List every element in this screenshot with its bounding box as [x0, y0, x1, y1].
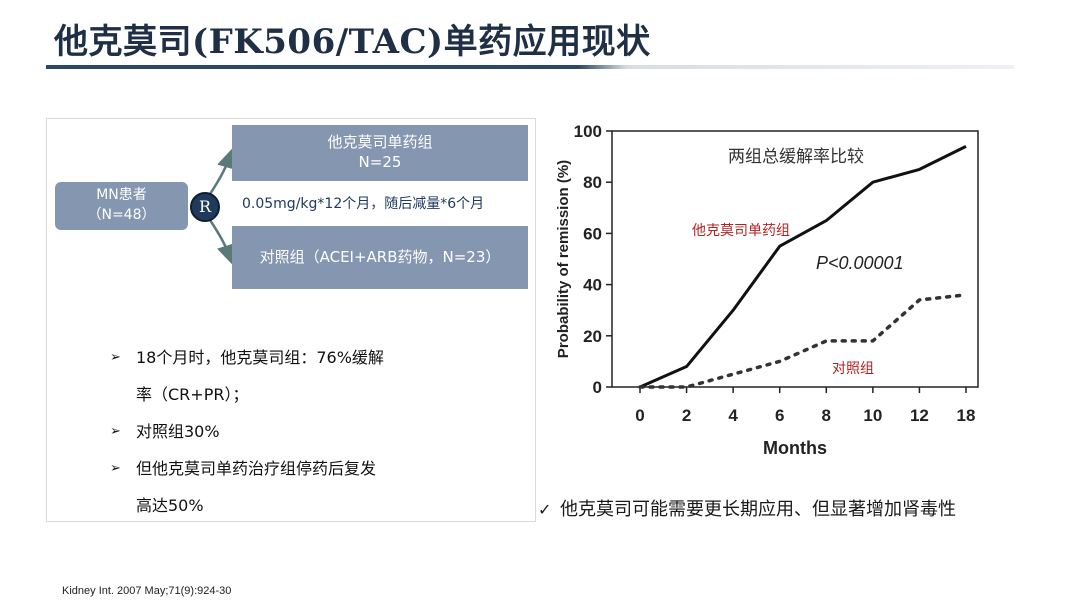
randomization-circle: R	[190, 192, 220, 222]
x-tick-label: 10	[863, 406, 882, 425]
tacrolimus-group-box: 他克莫司单药组 N=25	[232, 125, 528, 181]
y-axis-label: Probability of remission (%)	[555, 160, 572, 358]
p-value-annotation: P<0.00001	[816, 253, 904, 273]
tacrolimus-group-count: N=25	[232, 152, 528, 172]
x-tick-label: 2	[682, 406, 691, 425]
control-group-label: 对照组（ACEI+ARB药物，N=23）	[232, 247, 528, 267]
control-group-box: 对照组（ACEI+ARB药物，N=23）	[232, 226, 528, 289]
bullet-text: 高达50%	[136, 492, 204, 520]
x-tick-label: 12	[910, 406, 929, 425]
y-tick-label: 0	[593, 378, 602, 397]
y-tick-label: 20	[583, 327, 602, 346]
citation: Kidney Int. 2007 May;71(9):924-30	[62, 585, 231, 597]
conclusion-note: ✓ 他克莫司可能需要更长期应用、但显著增加肾毒性	[538, 495, 956, 521]
arrow-bullet-icon: ➢	[110, 455, 130, 483]
series-label-tacrolimus: 他克莫司单药组	[692, 223, 790, 239]
bullet-text: 但他克莫司单药治疗组停药后复发	[136, 455, 376, 483]
checkmark-icon: ✓	[538, 500, 560, 519]
series-line-control	[640, 295, 966, 387]
mn-patients-label: MN患者	[55, 185, 188, 205]
bullet-text: 对照组30%	[136, 418, 220, 446]
title-underline	[46, 65, 1014, 69]
x-tick-label: 18	[957, 406, 976, 425]
x-tick-label: 0	[635, 406, 644, 425]
x-tick-label: 8	[822, 406, 831, 425]
bullet-text: 18个月时，他克莫司组：76%缓解	[136, 344, 384, 372]
arrow-bullet-icon: ➢	[110, 418, 130, 446]
mn-patients-count: （N=48）	[55, 205, 188, 225]
mn-patients-box: MN患者 （N=48）	[55, 182, 188, 230]
tacrolimus-group-label: 他克莫司单药组	[232, 132, 528, 152]
y-tick-label: 100	[574, 122, 602, 141]
page-title: 他克莫司(FK506/TAC)单药应用现状	[54, 14, 651, 63]
conclusion-text: 他克莫司可能需要更长期应用、但显著增加肾毒性	[560, 499, 956, 520]
dosage-text: 0.05mg/kg*12个月，随后减量*6个月	[242, 193, 484, 213]
y-tick-label: 80	[583, 173, 602, 192]
plot-frame	[612, 131, 978, 387]
x-tick-label: 6	[775, 406, 784, 425]
x-tick-label: 4	[728, 406, 738, 425]
arrow-bullet-icon: ➢	[110, 344, 130, 372]
x-axis-label: Months	[763, 438, 827, 458]
y-tick-label: 60	[583, 224, 602, 243]
chart-title: 两组总缓解率比较	[728, 147, 864, 167]
series-label-control: 对照组	[832, 361, 874, 377]
bullet-text: 率（CR+PR）；	[136, 381, 248, 409]
y-tick-label: 40	[583, 276, 602, 295]
remission-chart: 0 20 40 60 80 100 0 2 4 6 8 10 12 18 Months Probability…	[546, 110, 996, 480]
